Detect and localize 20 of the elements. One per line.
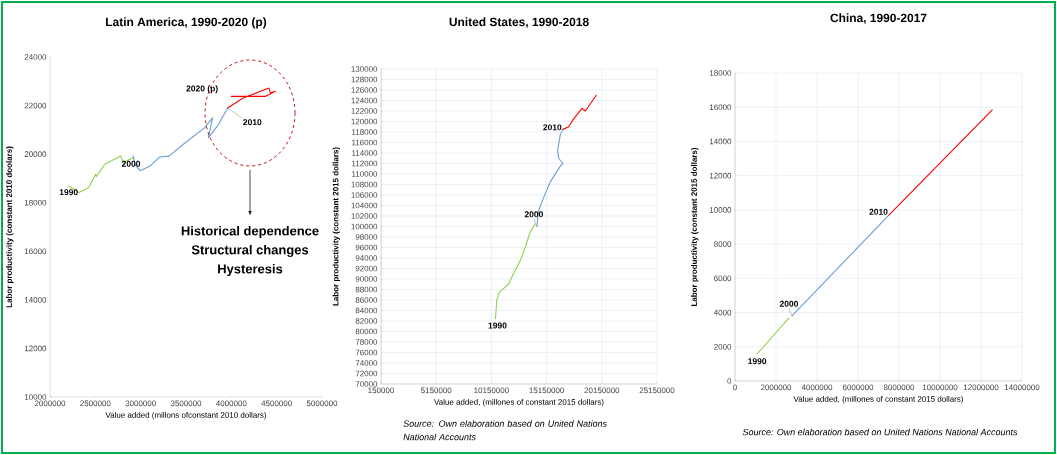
annotation: 1990 <box>748 358 767 365</box>
chart-title: China, 1990-2017 <box>830 13 927 24</box>
annotation: 2010 <box>243 119 262 126</box>
source-note: Source: Own elaboration based on United Nations National Accounts <box>742 428 1018 436</box>
annotation: 1990 <box>59 189 78 196</box>
chart-title: Latin America, 1990-2020 (p) <box>106 17 267 29</box>
annotation: 2000 <box>779 300 799 307</box>
annotation: Hysteresis <box>218 263 283 277</box>
line-series <box>562 94 597 130</box>
annotation: 2020 (p) <box>186 85 218 94</box>
annotation: Historical dependence <box>181 225 319 239</box>
annotation: 2000 <box>121 160 141 167</box>
chart-title: United States, 1990-2018 <box>449 17 589 28</box>
annotation: 1990 <box>488 322 507 329</box>
annotation: 2010 <box>543 124 562 131</box>
annotation: 2000 <box>524 211 543 218</box>
annotation: 2010 <box>869 208 888 215</box>
source-note: Source: Own elaboration based on United Nations National Accounts <box>403 420 607 441</box>
line-series <box>227 87 276 109</box>
annotation: Structural changes <box>191 244 309 258</box>
